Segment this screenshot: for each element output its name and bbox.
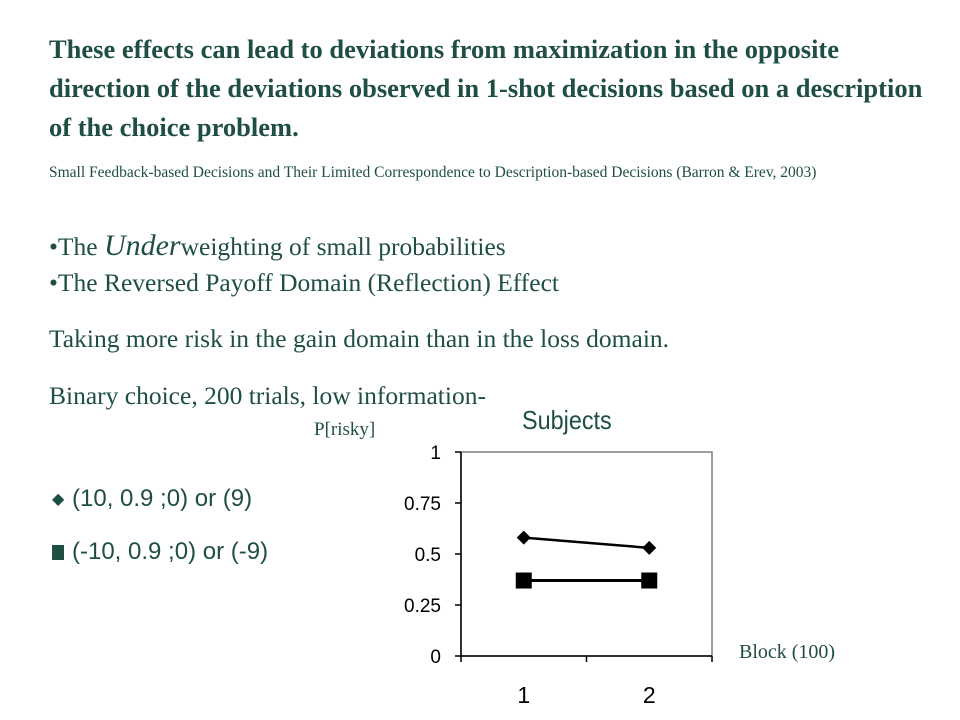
bullet-suffix: weighting of small probabilities bbox=[180, 232, 506, 261]
legend-item-gain: ◆ (10, 0.9 ;0) or (9) bbox=[52, 485, 252, 513]
legend-label-gain: (10, 0.9 ;0) or (9) bbox=[72, 485, 253, 512]
design-statement: Binary choice, 200 trials, low informati… bbox=[49, 381, 486, 410]
risk-statement: Taking more risk in the gain domain than… bbox=[49, 324, 670, 353]
bullet-underweighting: •The Underweighting of small probabiliti… bbox=[49, 229, 506, 263]
legend-item-loss: (-10, 0.9 ;0) or (-9) bbox=[52, 538, 268, 566]
y-tick-label: 0.25 bbox=[404, 596, 441, 617]
bullet-prefix: •The bbox=[49, 232, 104, 261]
chart-title: Subjects bbox=[522, 405, 612, 435]
citation: Small Feedback-based Decisions and Their… bbox=[49, 164, 817, 181]
data-point-diamond bbox=[516, 530, 531, 545]
x-tick-label: 1 bbox=[517, 682, 530, 708]
y-tick-label: 0.75 bbox=[404, 494, 441, 515]
data-point-diamond bbox=[642, 540, 657, 555]
bullet-reflection: •The Reversed Payoff Domain (Reflection)… bbox=[49, 268, 560, 297]
y-tick-label: 0 bbox=[430, 647, 441, 668]
data-point-square bbox=[641, 572, 658, 589]
plot-area bbox=[460, 451, 713, 657]
chart-x-axis-label: Block (100) bbox=[739, 641, 836, 663]
legend-label-loss: (-10, 0.9 ;0) or (-9) bbox=[72, 538, 269, 565]
x-tick-label: 2 bbox=[643, 682, 656, 708]
data-point-square bbox=[515, 572, 532, 589]
slide-heading: These effects can lead to deviations fro… bbox=[49, 34, 923, 142]
y-tick-label: 0.5 bbox=[415, 545, 441, 566]
diamond-marker-icon: ◆ bbox=[52, 491, 65, 508]
square-marker-icon bbox=[52, 544, 64, 560]
bullet-emphasis: Under bbox=[103, 229, 181, 262]
y-tick-label: 1 bbox=[430, 443, 441, 464]
series-line-1 bbox=[523, 536, 650, 550]
chart-y-axis-label: P[risky] bbox=[314, 419, 376, 440]
